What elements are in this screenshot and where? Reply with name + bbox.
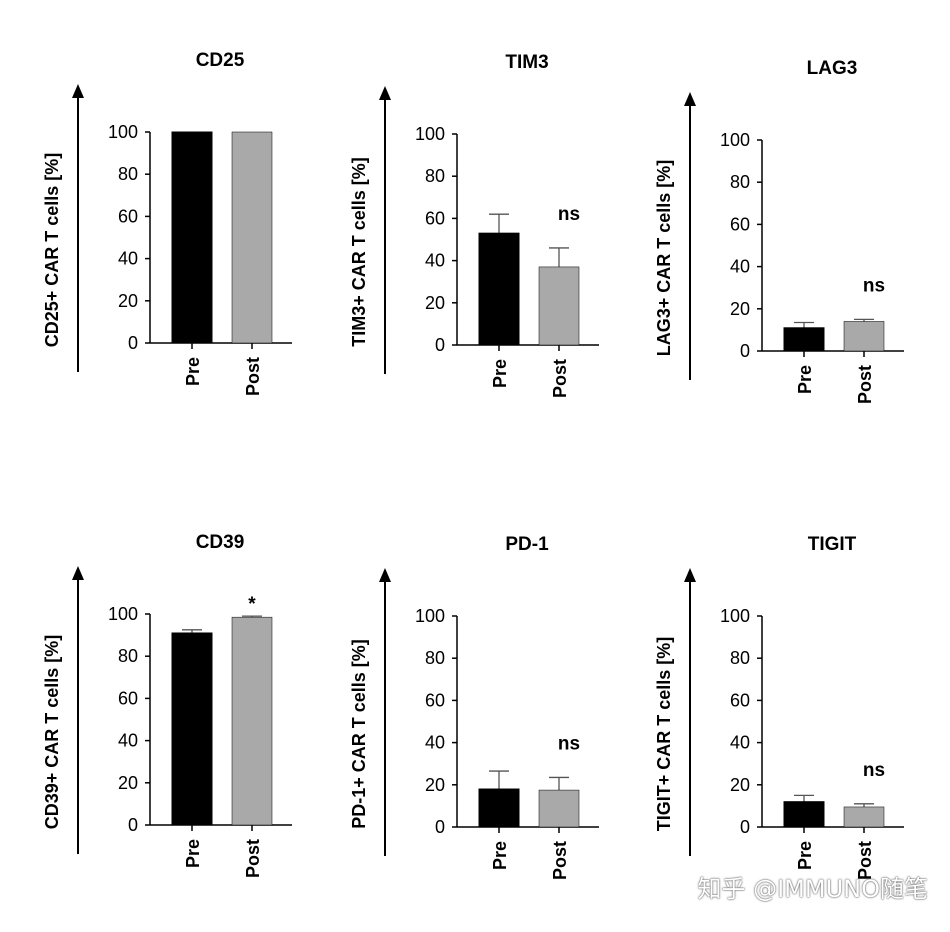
chart-panel-tigit: TIGIT TIGIT+ CAR T cells [%] 0 20 40 60 80 100 P…: [654, 534, 904, 880]
y-tick-label: 20: [118, 773, 138, 793]
y-tick-label: 60: [425, 690, 445, 710]
y-tick-label: 60: [730, 214, 750, 234]
y-axis-label: LAG3+ CAR T cells [%]: [654, 160, 674, 357]
x-tick-label: Pre: [183, 839, 203, 868]
chart-panel-cd39: CD39 CD39+ CAR T cells [%] 0 20 40 60 80 100 Pre…: [42, 532, 292, 878]
bar-post: [843, 806, 885, 828]
y-axis-label: TIM3+ CAR T cells [%]: [349, 157, 369, 347]
y-axis-label: TIGIT+ CAR T cells [%]: [654, 637, 674, 832]
chart-panel-pd-1: PD-1 PD-1+ CAR T cells [%] 0 20 40 60 80 100 Pre…: [349, 534, 599, 880]
y-tick-label: 60: [118, 688, 138, 708]
y-tick-label: 100: [108, 122, 138, 142]
significance-label: *: [248, 594, 256, 615]
x-tick-label: Pre: [490, 841, 510, 870]
x-tick-label: Post: [243, 357, 263, 396]
chart-title: LAG3: [807, 58, 858, 79]
y-tick-label: 60: [730, 690, 750, 710]
chart-panel-cd25: CD25 CD25+ CAR T cells [%] 0 20 40 60 80 100 Pre…: [42, 50, 292, 396]
y-tick-label: 0: [128, 333, 138, 353]
arrowhead-icon: [379, 568, 391, 582]
x-tick-label: Pre: [795, 365, 815, 394]
y-axis-label: PD-1+ CAR T cells [%]: [349, 639, 369, 829]
chart-panel-lag3: LAG3 LAG3+ CAR T cells [%] 0 20 40 60 80 100 Pre…: [654, 58, 904, 404]
y-tick-label: 40: [730, 733, 750, 753]
y-tick-label: 80: [425, 166, 445, 186]
arrowhead-icon: [72, 566, 84, 580]
x-tick-label: Post: [550, 841, 570, 880]
y-tick-label: 100: [108, 604, 138, 624]
y-tick-label: 60: [425, 208, 445, 228]
y-tick-label: 20: [730, 299, 750, 319]
significance-label: ns: [863, 275, 885, 296]
y-tick-label: 0: [435, 335, 445, 355]
bar-post: [538, 266, 580, 346]
y-tick-label: 80: [425, 648, 445, 668]
x-tick-label: Pre: [795, 841, 815, 870]
bar-pre: [783, 801, 825, 828]
y-axis-label: CD39+ CAR T cells [%]: [42, 635, 62, 830]
bar-pre: [478, 232, 520, 346]
chart-title: TIM3: [505, 52, 548, 73]
watermark: 知乎 @IMMUNO随笔: [697, 875, 928, 903]
chart-title: PD-1: [505, 534, 549, 555]
bar-post: [843, 321, 885, 352]
x-tick-label: Pre: [183, 357, 203, 386]
bar-pre: [478, 788, 520, 828]
y-tick-label: 40: [118, 731, 138, 751]
y-tick-label: 20: [118, 291, 138, 311]
bar-pre: [783, 327, 825, 352]
y-tick-label: 100: [720, 130, 750, 150]
arrowhead-icon: [72, 84, 84, 98]
y-tick-label: 40: [425, 251, 445, 271]
bar-post: [538, 789, 580, 828]
y-axis-label: CD25+ CAR T cells [%]: [42, 153, 62, 348]
y-tick-label: 0: [740, 817, 750, 837]
y-tick-label: 40: [425, 733, 445, 753]
x-tick-label: Post: [855, 365, 875, 404]
arrowhead-icon: [684, 92, 696, 106]
significance-label: ns: [863, 760, 885, 781]
bar-pre: [171, 131, 213, 344]
y-tick-label: 80: [118, 646, 138, 666]
x-tick-label: Post: [243, 839, 263, 878]
y-tick-label: 20: [425, 293, 445, 313]
y-tick-label: 0: [128, 815, 138, 835]
y-tick-label: 20: [730, 775, 750, 795]
y-tick-label: 0: [740, 341, 750, 361]
significance-label: ns: [558, 204, 580, 225]
x-tick-label: Pre: [490, 359, 510, 388]
bar-pre: [171, 632, 213, 826]
y-tick-label: 100: [415, 124, 445, 144]
y-tick-label: 60: [118, 206, 138, 226]
bar-post: [231, 131, 273, 344]
arrowhead-icon: [684, 568, 696, 582]
y-tick-label: 80: [730, 172, 750, 192]
arrowhead-icon: [379, 86, 391, 100]
y-tick-label: 40: [730, 257, 750, 277]
y-tick-label: 40: [118, 249, 138, 269]
chart-title: CD39: [196, 532, 245, 553]
y-tick-label: 80: [730, 648, 750, 668]
y-tick-label: 80: [118, 164, 138, 184]
chart-panel-tim3: TIM3 TIM3+ CAR T cells [%] 0 20 40 60 80 100 Pre…: [349, 52, 599, 398]
bar-post: [231, 616, 273, 826]
x-tick-label: Post: [855, 841, 875, 880]
y-tick-label: 100: [415, 606, 445, 626]
chart-title: TIGIT: [808, 534, 857, 555]
y-tick-label: 100: [720, 606, 750, 626]
y-tick-label: 0: [435, 817, 445, 837]
y-tick-label: 20: [425, 775, 445, 795]
x-tick-label: Post: [550, 359, 570, 398]
significance-label: ns: [558, 733, 580, 754]
chart-title: CD25: [196, 50, 245, 71]
